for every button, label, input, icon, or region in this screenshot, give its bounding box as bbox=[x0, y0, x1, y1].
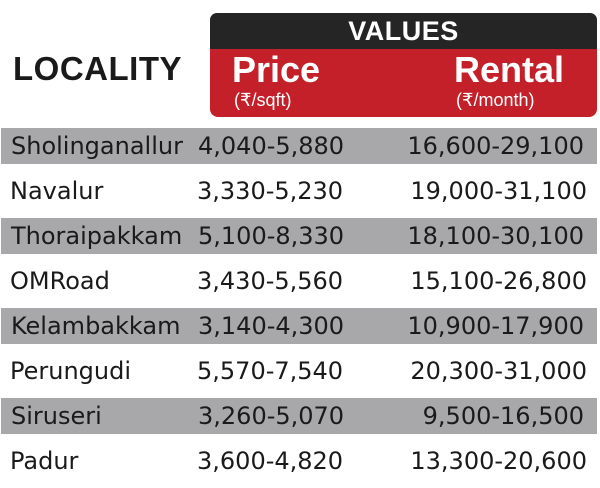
price-header-unit: (₹/sqft) bbox=[234, 90, 292, 110]
locality-cell: Kelambakkam bbox=[11, 312, 181, 340]
locality-cell: Padur bbox=[10, 447, 79, 475]
table-row: Padur 3,600-4,820 13,300-20,600 bbox=[0, 443, 600, 479]
locality-cell: Siruseri bbox=[11, 402, 102, 430]
rental-cell: 19,000-31,100 bbox=[410, 177, 587, 205]
rental-cell: 18,100-30,100 bbox=[407, 222, 584, 250]
rental-cell: 15,100-26,800 bbox=[410, 267, 587, 295]
price-cell: 3,140-4,300 bbox=[198, 312, 345, 340]
locality-cell: Navalur bbox=[10, 177, 104, 205]
rental-cell: 9,500-16,500 bbox=[422, 402, 584, 430]
locality-column-header: LOCALITY bbox=[13, 50, 182, 87]
rental-header-unit: (₹/month) bbox=[456, 90, 535, 110]
rental-cell: 10,900-17,900 bbox=[407, 312, 584, 340]
table-row: OMRoad 3,430-5,560 15,100-26,800 bbox=[0, 263, 600, 299]
price-cell: 3,600-4,820 bbox=[197, 447, 344, 475]
price-header-label: Price bbox=[232, 49, 321, 90]
rental-cell: 13,300-20,600 bbox=[410, 447, 587, 475]
price-cell: 5,570-7,540 bbox=[197, 357, 344, 385]
price-cell: 3,330-5,230 bbox=[197, 177, 344, 205]
values-header-bar: VALUES bbox=[210, 13, 597, 49]
table-row: Thoraipakkam 5,100-8,330 18,100-30,100 bbox=[1, 218, 597, 254]
values-header-label: VALUES bbox=[348, 15, 459, 46]
table-row: Kelambakkam 3,140-4,300 10,900-17,900 bbox=[1, 308, 597, 344]
price-column-header: Price (₹/sqft) bbox=[232, 51, 320, 111]
price-cell: 3,260-5,070 bbox=[198, 402, 345, 430]
table-row: Perungudi 5,570-7,540 20,300-31,000 bbox=[0, 353, 600, 389]
locality-cell: Sholinganallur bbox=[11, 132, 183, 160]
rental-cell: 16,600-29,100 bbox=[407, 132, 584, 160]
locality-cell: Perungudi bbox=[10, 357, 132, 385]
table-row: Sholinganallur 4,040-5,880 16,600-29,100 bbox=[1, 128, 597, 164]
locality-cell: Thoraipakkam bbox=[11, 222, 183, 250]
rental-header-label: Rental bbox=[454, 49, 565, 90]
price-cell: 5,100-8,330 bbox=[198, 222, 345, 250]
rental-cell: 20,300-31,000 bbox=[410, 357, 587, 385]
table-row: Navalur 3,330-5,230 19,000-31,100 bbox=[0, 173, 600, 209]
rental-column-header: Rental (₹/month) bbox=[454, 51, 564, 111]
value-columns-header: Price (₹/sqft) Rental (₹/month) bbox=[210, 49, 597, 117]
price-cell: 3,430-5,560 bbox=[197, 267, 344, 295]
table-row: Siruseri 3,260-5,070 9,500-16,500 bbox=[1, 398, 597, 434]
price-cell: 4,040-5,880 bbox=[198, 132, 345, 160]
locality-cell: OMRoad bbox=[10, 267, 110, 295]
data-table-body: Sholinganallur 4,040-5,880 16,600-29,100… bbox=[0, 128, 600, 488]
